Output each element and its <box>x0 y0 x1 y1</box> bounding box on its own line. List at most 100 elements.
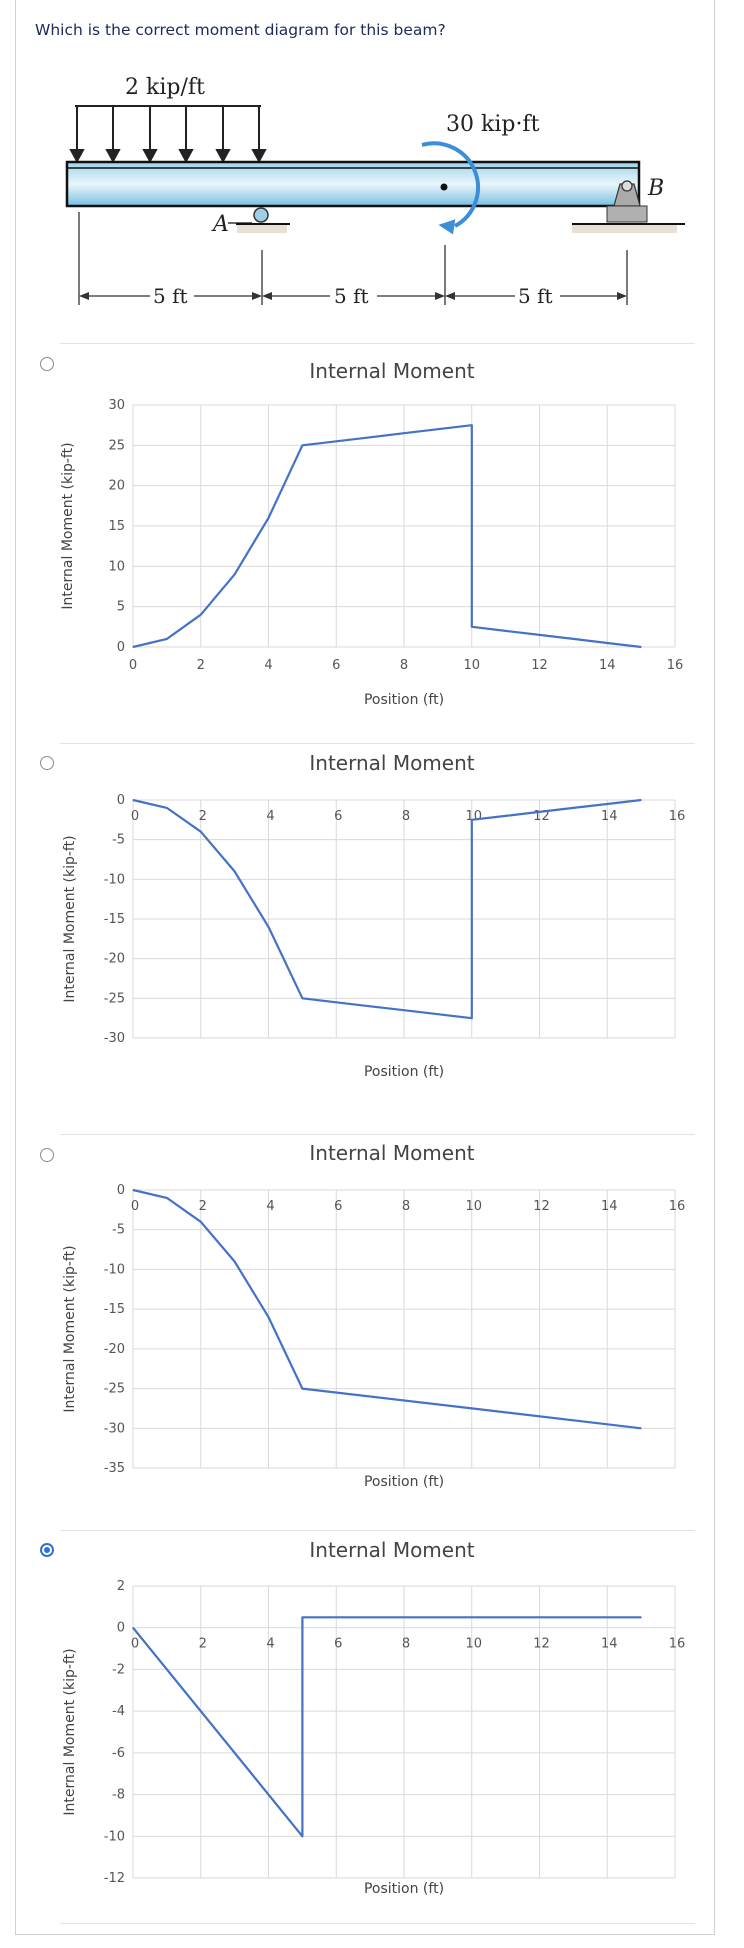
data-point <box>471 626 473 628</box>
roller-icon <box>253 207 269 223</box>
x-axis-label: Position (ft) <box>364 692 444 708</box>
data-point <box>301 1387 303 1390</box>
y-tick-label: 0 <box>117 1621 125 1636</box>
series-line <box>132 798 642 1020</box>
option-radio-3[interactable] <box>40 1148 54 1162</box>
separator <box>60 343 695 344</box>
x-tick-label: 10 <box>465 1637 482 1652</box>
x-tick-label: 12 <box>531 658 548 673</box>
chart-title: Internal Moment <box>309 1141 474 1165</box>
data-point <box>234 870 236 872</box>
data-point <box>267 926 270 928</box>
data-point <box>572 807 574 809</box>
x-tick-label: 2 <box>199 1199 207 1214</box>
data-point <box>640 1616 642 1618</box>
data-point <box>267 517 270 519</box>
x-axis-label: Position (ft) <box>364 1064 444 1080</box>
span-label-3: 5 ft <box>518 284 553 308</box>
y-tick-label: -12 <box>104 1871 125 1886</box>
x-tick-label: 16 <box>669 809 686 824</box>
y-tick-label: 25 <box>108 438 125 453</box>
x-tick-label: 10 <box>463 658 480 673</box>
data-point <box>572 638 574 640</box>
data-point <box>132 1189 134 1191</box>
y-tick-label: -2 <box>112 1662 125 1677</box>
x-tick-label: 16 <box>667 658 684 673</box>
data-point <box>132 1627 134 1629</box>
dimension-lines <box>78 212 628 305</box>
data-point <box>403 1009 405 1011</box>
y-tick-label: -20 <box>104 1342 125 1357</box>
data-point <box>234 1260 236 1263</box>
x-tick-label: 14 <box>599 658 616 673</box>
x-tick-label: 14 <box>601 809 618 824</box>
y-tick-label: 15 <box>108 519 125 534</box>
data-point <box>132 799 134 801</box>
y-tick-label: 20 <box>108 479 125 494</box>
y-tick-label: -5 <box>112 1223 125 1238</box>
option-radio-2[interactable] <box>40 756 54 770</box>
chart-title: Internal Moment <box>309 359 474 383</box>
moment-chart-option-3: Internal Moment 0 -5 -10 -15 -20 -25 -30 -35 0 2 4 6… <box>62 1141 685 1490</box>
data-point <box>369 1005 371 1007</box>
data-point <box>471 1407 473 1410</box>
x-tick-label: 2 <box>199 1637 207 1652</box>
data-point <box>234 573 236 575</box>
y-tick-label: -15 <box>104 1302 125 1317</box>
data-point <box>200 831 202 833</box>
data-point <box>606 642 608 644</box>
x-tick-label: 14 <box>601 1637 618 1652</box>
y-axis-label: Internal Moment (kip-ft) <box>62 1648 78 1815</box>
data-point <box>538 634 541 636</box>
applied-moment-label: 30 kip·ft <box>446 112 540 137</box>
data-point <box>301 444 303 446</box>
data-point <box>538 811 541 813</box>
y-tick-label: -20 <box>104 952 125 967</box>
x-tick-label: 12 <box>533 1637 550 1652</box>
data-point <box>505 815 507 817</box>
data-point <box>471 1017 473 1019</box>
x-tick-label: 2 <box>197 658 205 673</box>
data-point <box>200 614 202 616</box>
data-point <box>267 1316 270 1318</box>
x-axis-label: Position (ft) <box>364 1881 444 1897</box>
x-axis-label: Position (ft) <box>364 1474 444 1490</box>
x-tick-label: 10 <box>465 1199 482 1214</box>
data-point <box>437 1013 439 1015</box>
data-point <box>403 432 405 434</box>
separator <box>60 743 695 744</box>
x-tick-label: 0 <box>131 809 139 824</box>
question-text: Which is the correct moment diagram for … <box>35 21 446 39</box>
y-tick-label: 10 <box>108 559 125 574</box>
y-tick-label: -25 <box>104 1382 125 1397</box>
data-point <box>166 638 168 640</box>
x-tick-label: 0 <box>131 1637 139 1652</box>
data-point <box>301 1616 303 1618</box>
y-tick-label: 0 <box>117 640 125 655</box>
data-point <box>640 799 642 801</box>
span-label-1: 5 ft <box>153 284 188 308</box>
y-tick-label: -35 <box>104 1461 125 1476</box>
data-point <box>335 1001 337 1003</box>
moment-point <box>440 183 448 191</box>
span-label-2: 5 ft <box>334 284 369 308</box>
option-radio-4[interactable] <box>40 1543 54 1557</box>
y-axis-label: Internal Moment (kip-ft) <box>60 442 76 609</box>
moment-arc-icon <box>421 141 480 228</box>
beam-figure: 2 kip/ft 30 kip·ft A B 5 ft 5 ft 5 ft <box>65 75 685 308</box>
data-point <box>606 803 608 805</box>
y-tick-label: 2 <box>117 1579 125 1594</box>
x-tick-label: 10 <box>465 809 482 824</box>
separator <box>60 1530 695 1531</box>
y-tick-label: -6 <box>112 1746 125 1761</box>
y-tick-label: -8 <box>112 1788 125 1803</box>
option-radio-1[interactable] <box>40 357 54 371</box>
x-tick-label: 0 <box>129 658 137 673</box>
x-tick-label: 4 <box>264 658 272 673</box>
x-tick-label: 14 <box>601 1199 618 1214</box>
x-tick-label: 8 <box>402 1637 410 1652</box>
data-point <box>369 436 371 438</box>
x-tick-label: 4 <box>266 1199 274 1214</box>
y-tick-label: -30 <box>104 1421 125 1436</box>
y-tick-label: -5 <box>112 833 125 848</box>
